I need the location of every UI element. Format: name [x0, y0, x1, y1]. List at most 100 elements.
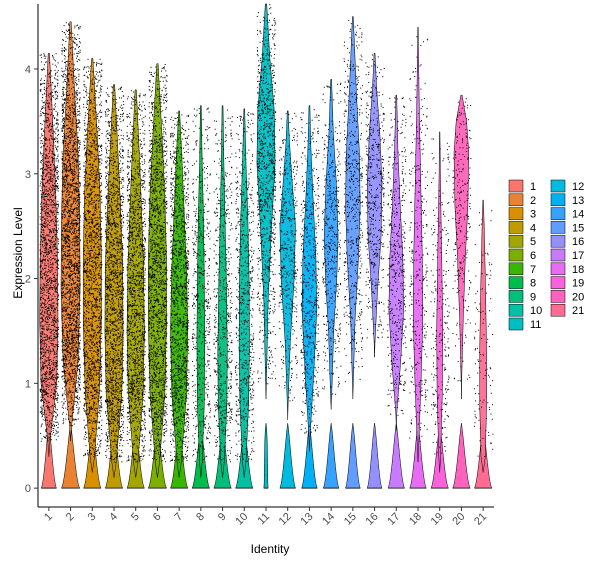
- violin-group: [322, 79, 340, 489]
- legend-label: 3: [530, 209, 536, 221]
- jitter-point: [213, 109, 233, 463]
- legend-label: 6: [530, 250, 536, 262]
- x-tick-label: 4: [107, 511, 120, 524]
- y-tick-label: 3: [25, 169, 31, 181]
- violin-dropout: [452, 423, 471, 489]
- jitter-point: [343, 19, 364, 383]
- x-tick-label: 14: [320, 511, 337, 528]
- legend-label: 10: [530, 305, 542, 317]
- legend-key: [508, 193, 524, 207]
- jitter-point: [39, 53, 60, 442]
- legend-label: 1: [530, 181, 536, 193]
- legend-key: [508, 276, 524, 289]
- legend-key: [508, 262, 524, 276]
- violin-body: [412, 26, 424, 463]
- jitter-point: [300, 109, 320, 435]
- legend-key: [550, 248, 566, 262]
- jitter-point: [365, 54, 385, 343]
- legend-key: [508, 248, 524, 262]
- plot-panel: [39, 3, 493, 489]
- jitter-point: [104, 86, 125, 463]
- violin-body: [436, 131, 444, 473]
- violin-dropout: [279, 423, 296, 489]
- legend-key: [508, 207, 524, 220]
- violin-group: [235, 108, 254, 489]
- violin-dropout: [345, 423, 361, 489]
- jitter-point: [169, 112, 190, 463]
- legend-label: 2: [530, 195, 536, 207]
- violin-group: [279, 110, 296, 489]
- legend-label: 11: [530, 319, 541, 331]
- y-axis-label: Expression Level: [11, 207, 25, 298]
- x-tick-label: 9: [216, 511, 229, 524]
- x-tick-label: 18: [407, 511, 424, 528]
- jitter-point: [387, 97, 407, 416]
- violin-body: [345, 16, 361, 400]
- legend-key: [550, 207, 566, 220]
- x-tick-label: 10: [233, 511, 250, 528]
- legend-key: [550, 193, 566, 207]
- legend-label: 18: [572, 264, 584, 276]
- x-tick-label: 1: [42, 511, 55, 524]
- legend-key: [550, 303, 566, 317]
- legend-label: 5: [530, 236, 536, 248]
- x-tick-label: 7: [172, 511, 185, 524]
- x-tick-label: 21: [472, 511, 489, 528]
- legend-key: [550, 276, 566, 289]
- x-tick-label: 8: [194, 511, 207, 524]
- x-tick-label: 19: [429, 511, 446, 528]
- y-tick-label: 0: [25, 483, 31, 495]
- violin-group: [452, 94, 471, 489]
- violin-group: [409, 26, 427, 489]
- legend-label: 12: [572, 181, 584, 193]
- legend-key: [508, 179, 524, 193]
- legend-key: [550, 290, 566, 303]
- legend-key: [550, 221, 566, 234]
- jitter-point: [256, 4, 277, 385]
- violin-dropout: [387, 423, 405, 489]
- legend-key: [508, 290, 524, 303]
- jitter-point: [148, 64, 168, 463]
- violin-group: [256, 3, 276, 489]
- x-tick-label: 5: [129, 511, 142, 524]
- violin-dropout: [322, 423, 340, 489]
- legend-label: 20: [572, 291, 584, 303]
- y-tick-label: 1: [25, 378, 31, 390]
- jitter-point: [191, 107, 212, 463]
- legend-key: [508, 221, 524, 234]
- legend-key: [550, 179, 566, 193]
- x-tick-label: 20: [450, 511, 467, 528]
- violin-body: [388, 94, 404, 431]
- legend-label: 21: [572, 305, 584, 317]
- x-tick-label: 11: [256, 511, 273, 528]
- legend-label: 9: [530, 291, 536, 303]
- jitter-point: [278, 112, 298, 402]
- jitter-point: [430, 138, 450, 455]
- legend-label: 15: [572, 222, 584, 234]
- jitter-points: [39, 4, 494, 463]
- legend-label: 17: [572, 250, 584, 262]
- x-tick-label: 12: [277, 511, 294, 528]
- violin-body: [238, 108, 250, 478]
- x-tick-label: 6: [151, 511, 164, 524]
- violin-group: [345, 16, 361, 489]
- x-tick-label: 17: [385, 511, 402, 528]
- legend-label: 8: [530, 278, 536, 290]
- violin-body: [366, 53, 383, 358]
- legend-label: 14: [572, 209, 584, 221]
- legend-label: 13: [572, 195, 584, 207]
- jitter-point: [235, 112, 255, 462]
- x-tick-label: 16: [364, 511, 381, 528]
- legend-key: [508, 303, 524, 317]
- jitter-point: [452, 98, 472, 382]
- x-axis-label: Identity: [251, 542, 290, 556]
- violin-group: [366, 53, 383, 489]
- violin-body: [279, 110, 296, 421]
- x-tick-label: 3: [86, 511, 99, 524]
- legend-key: [508, 317, 524, 331]
- violin-body: [148, 63, 167, 478]
- violin-group: [147, 63, 167, 489]
- legend-key: [550, 262, 566, 276]
